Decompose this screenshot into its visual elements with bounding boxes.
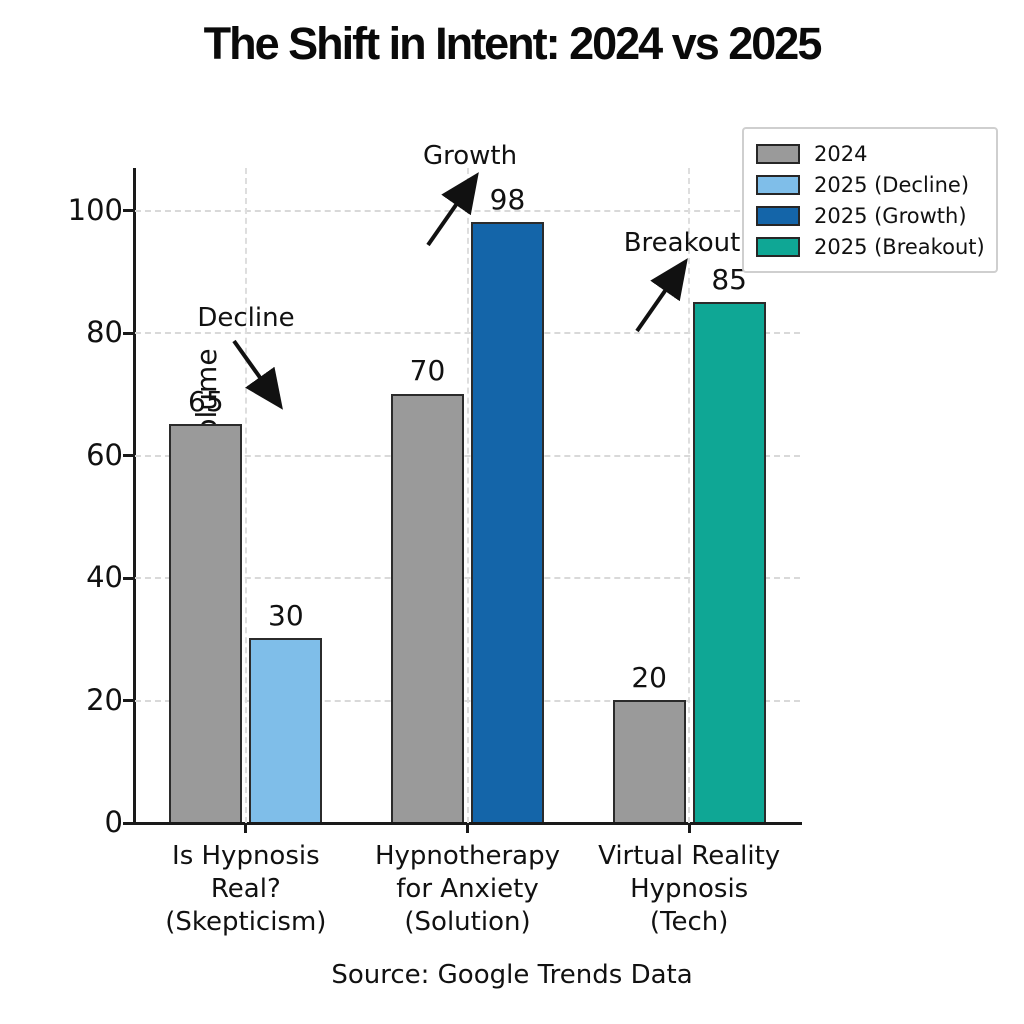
bar-value-label: 30	[268, 599, 304, 633]
bar-2024-g1	[169, 424, 243, 822]
annotation-breakout: Breakout	[623, 228, 741, 258]
legend-label: 2025 (Decline)	[814, 172, 970, 197]
legend-item-2024: 2024	[756, 138, 984, 169]
grid-line-x-2	[466, 168, 469, 823]
legend-label: 2024	[814, 141, 868, 166]
y-tick-60	[123, 454, 133, 458]
legend-item-2025-breakout: 2025 (Breakout)	[756, 231, 985, 262]
bar-value-label: 85	[711, 262, 747, 296]
y-tick-80	[123, 331, 133, 335]
plot-area: Relative Search Volume 0204060801006530I…	[68, 168, 802, 937]
y-tick-label-20: 20	[86, 682, 123, 717]
grid-line-x-1	[244, 168, 247, 823]
legend-swatch-2025-decline	[756, 174, 800, 195]
y-tick-20	[123, 699, 133, 703]
legend-swatch-2024	[756, 143, 800, 164]
chart-title: The Shift in Intent: 2024 vs 2025	[203, 18, 823, 69]
x-tick-2	[466, 823, 469, 833]
x-category-label-1: Is Hypnosis Real? (Skepticism)	[165, 841, 327, 937]
y-tick-100	[123, 209, 133, 213]
legend: 2024 2025 (Decline) 2025 (Growth) 2025 (…	[742, 127, 998, 273]
y-tick-label-40: 40	[86, 560, 123, 595]
x-tick-1	[244, 823, 248, 833]
x-category-label-3: Virtual Reality Hypnosis (Tech)	[598, 841, 781, 937]
annotation-growth: Growth	[422, 141, 518, 171]
grid-line-x-3	[688, 168, 691, 823]
bar-value-label: 65	[188, 385, 224, 419]
x-category-label-2: Hypnotherapy for Anxiety (Solution)	[374, 841, 560, 937]
y-tick-label-0: 0	[104, 805, 123, 839]
legend-label: 2025 (Growth)	[814, 203, 967, 228]
y-tick-40	[123, 576, 133, 580]
y-axis-spine	[133, 168, 136, 825]
bar-2025-decline-g1	[249, 638, 323, 822]
source-note: Source: Google Trends Data	[331, 960, 693, 990]
y-tick-label-80: 80	[86, 315, 123, 350]
legend-item-2025-decline: 2025 (Decline)	[756, 169, 984, 200]
legend-label: 2025 (Breakout)	[814, 234, 985, 259]
bar-2024-g2	[391, 393, 464, 822]
x-tick-3	[687, 823, 691, 833]
bar-2024-g3	[612, 699, 686, 822]
y-tick-label-100: 100	[67, 192, 123, 227]
bar-value-label: 20	[631, 660, 667, 694]
legend-swatch-2025-breakout	[756, 236, 800, 257]
y-tick-label-60: 60	[86, 437, 123, 472]
bar-value-label: 70	[409, 354, 446, 388]
bar-2025-growth-g2	[471, 222, 544, 822]
legend-item-2025-growth: 2025 (Growth)	[756, 200, 984, 231]
bar-2025-breakout-g3	[692, 301, 766, 822]
y-tick-0	[123, 821, 133, 825]
bar-value-label: 98	[489, 183, 526, 217]
annotation-decline: Decline	[197, 303, 295, 333]
legend-swatch-2025-growth	[756, 205, 800, 226]
